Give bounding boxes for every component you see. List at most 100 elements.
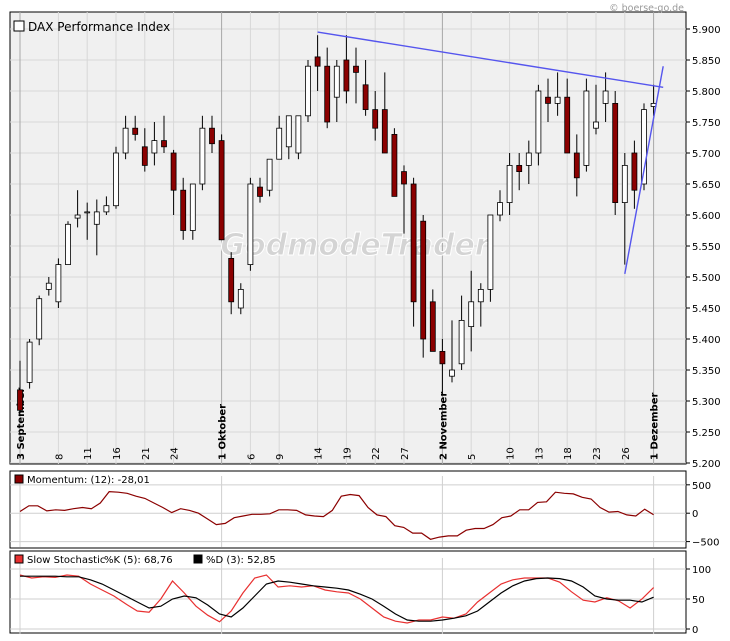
- stochastic-k-label: %K (5): 68,76: [104, 555, 173, 566]
- momentum-y-tick-label: 500: [692, 481, 711, 492]
- candle-body: [74, 214, 81, 219]
- candle-body: [487, 214, 494, 290]
- price-y-tick-label: 5.900: [692, 25, 721, 36]
- candle-body: [161, 140, 167, 148]
- candle-body: [17, 389, 23, 411]
- price-x-tick-label: 22: [371, 447, 382, 460]
- trendlines: [317, 31, 664, 275]
- price-x-axis: 3 September 8 11 16 21 24 1 Oktober 6 9 14 19 22 27 2…: [16, 387, 661, 460]
- price-x-tick-label: 26: [621, 447, 632, 460]
- candle-body: [285, 115, 292, 148]
- momentum-y-tick-label: −500: [692, 538, 719, 549]
- stochastic-k-legend-square: [14, 554, 24, 564]
- candle-body: [449, 369, 455, 377]
- candle-body: [65, 223, 71, 266]
- candle-body: [180, 189, 187, 231]
- stochastic-y-tick-label: 0: [692, 625, 698, 636]
- candle-body: [237, 288, 244, 309]
- candle-body: [151, 140, 158, 154]
- candle-body: [593, 121, 599, 129]
- price-x-tick-label: 3 September: [16, 387, 27, 460]
- candle-body: [573, 152, 580, 179]
- price-x-tick-label: 9: [275, 454, 286, 460]
- price-y-tick-label: 5.650: [692, 180, 721, 191]
- momentum-title: Momentum: (12): -28,01: [27, 475, 150, 486]
- candle-body: [276, 127, 283, 160]
- price-x-tick-label: 8: [54, 454, 65, 460]
- stochastic-y-tick-label: 100: [692, 565, 711, 576]
- copyright: © boerse-go.de: [609, 3, 684, 14]
- candle-body: [324, 65, 331, 123]
- candle-body: [401, 171, 407, 185]
- stochastic-series-line-1: [20, 575, 654, 622]
- candle-body: [103, 205, 110, 213]
- candle-body: [93, 211, 100, 225]
- candle-body: [362, 84, 369, 111]
- price-y-tick-label: 5.350: [692, 366, 721, 377]
- price-x-tick-label: 5: [467, 454, 478, 460]
- price-x-tick-label: 24: [170, 447, 181, 460]
- candle-body: [257, 186, 263, 197]
- candle-body: [333, 65, 340, 98]
- candles: [17, 35, 657, 414]
- candle-body: [516, 164, 523, 172]
- candle-body: [381, 109, 388, 154]
- price-x-tick-label: 27: [400, 447, 411, 460]
- candle-body: [247, 183, 254, 265]
- momentum-series-line-0: [19, 490, 654, 540]
- candle-body: [228, 257, 235, 303]
- price-y-tick-label: 5.300: [692, 397, 721, 408]
- candle-body: [631, 152, 638, 191]
- candle-body: [170, 152, 177, 191]
- stochastic-d-legend-square: [193, 554, 203, 564]
- momentum-y-axis: 500 0 −500: [686, 481, 719, 549]
- candle-body: [391, 133, 398, 197]
- candle-body: [343, 59, 350, 92]
- candle-body: [295, 115, 302, 154]
- stochastic-lines: [19, 574, 655, 624]
- price-y-axis: 5.900 5.850 5.800 5.750 5.700 5.650 5.600 5.550…: [686, 25, 721, 470]
- price-x-tick-label: 2 November: [438, 392, 449, 460]
- candle-body: [641, 109, 647, 185]
- price-x-tick-label: 23: [592, 447, 603, 460]
- stochastic-y-axis: 100 50 0: [686, 565, 711, 636]
- price-x-tick-label: 6: [246, 454, 257, 460]
- price-x-tick-label: 19: [342, 447, 353, 460]
- candle-body: [314, 56, 321, 67]
- momentum-grid: [10, 476, 686, 547]
- stochastic-title: Slow Stochastic: [27, 555, 105, 566]
- legend-square: [13, 20, 25, 32]
- candle-body: [141, 146, 148, 166]
- trendline: [317, 31, 664, 88]
- stochastic-panel-background: [9, 550, 687, 634]
- candle-body: [26, 341, 33, 383]
- candle-body: [477, 288, 484, 303]
- candle-body: [84, 211, 91, 214]
- stochastic-grid: [10, 558, 686, 634]
- candle-body: [602, 90, 609, 104]
- momentum-lines: [19, 490, 654, 540]
- candle-body: [458, 319, 465, 365]
- momentum-panel: 500 0 −500 Momentum: (12): -28,01: [9, 470, 719, 549]
- candle-body: [535, 90, 542, 154]
- momentum-y-tick-label: 0: [692, 509, 698, 520]
- candle-body: [554, 96, 561, 104]
- candle-body: [564, 96, 571, 154]
- candle-body: [305, 65, 311, 117]
- price-x-tick-label: 14: [314, 447, 325, 460]
- candle-body: [612, 103, 619, 203]
- stochastic-y-tick-label: 50: [692, 595, 705, 606]
- price-y-tick-label: 5.800: [692, 87, 721, 98]
- price-y-tick-label: 5.700: [692, 149, 721, 160]
- price-x-tick-label: 1 Dezember: [650, 393, 661, 460]
- candle-body: [353, 65, 359, 73]
- candle-body: [583, 90, 590, 166]
- candle-body: [189, 183, 196, 231]
- price-x-tick-label: 1 Oktober: [218, 404, 229, 460]
- candle-body: [439, 350, 446, 365]
- candle-body: [209, 127, 215, 145]
- price-x-tick-label: 11: [83, 447, 94, 460]
- watermark: GodmodeTrader: [220, 228, 491, 263]
- candle-body: [122, 127, 129, 154]
